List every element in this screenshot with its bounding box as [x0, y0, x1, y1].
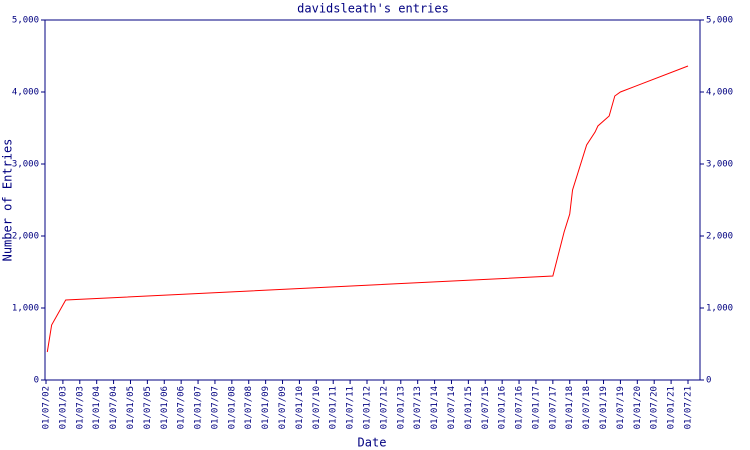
x-tick-label: 01/07/04 — [109, 386, 119, 429]
x-tick-label: 01/07/11 — [346, 386, 356, 429]
x-tick-label: 01/01/14 — [430, 386, 440, 429]
x-tick-label: 01/01/03 — [58, 386, 68, 429]
y-tick-label: 0 — [34, 376, 39, 386]
x-tick-label: 01/07/08 — [244, 386, 254, 429]
x-tick-label: 01/01/16 — [498, 386, 508, 429]
x-axis-label: Date — [358, 436, 387, 450]
x-tick-label: 01/01/19 — [599, 386, 609, 429]
x-tick-label: 01/01/18 — [565, 386, 575, 429]
x-tick-label: 01/07/05 — [143, 386, 153, 429]
x-tick-label: 01/01/06 — [160, 386, 170, 429]
x-tick-label: 01/01/04 — [92, 386, 102, 429]
y2-tick-label: 3,000 — [706, 160, 733, 170]
y-tick-label: 3,000 — [12, 160, 39, 170]
chart-title: davidsleath's entries — [297, 2, 449, 16]
y2-tick-label: 4,000 — [706, 88, 733, 98]
x-tick-label: 01/07/09 — [278, 386, 288, 429]
x-tick-label: 01/01/21 — [667, 386, 677, 429]
x-tick-label: 01/01/20 — [633, 386, 643, 429]
x-tick-label: 01/01/11 — [329, 386, 339, 429]
x-tick-label: 01/07/16 — [515, 386, 525, 429]
x-tick-label: 01/07/10 — [312, 386, 322, 429]
x-tick-label: 01/07/07 — [210, 386, 220, 429]
x-tick-label: 01/07/13 — [413, 386, 423, 429]
x-tick-label: 01/07/12 — [379, 386, 389, 429]
x-tick-label: 01/07/06 — [177, 386, 187, 429]
x-tick-label: 01/01/07 — [194, 386, 204, 429]
x-tick-label: 01/07/20 — [650, 386, 660, 429]
x-tick-label: 01/01/09 — [261, 386, 271, 429]
x-tick-label: 01/07/15 — [481, 386, 491, 429]
data-line — [46, 65, 689, 353]
y2-tick-label: 1,000 — [706, 304, 733, 314]
y-tick-label: 1,000 — [12, 304, 39, 314]
y2-tick-label: 5,000 — [706, 16, 733, 26]
y-axis-label: Number of Entries — [1, 139, 15, 262]
x-tick-label: 01/07/03 — [75, 386, 85, 429]
plot-frame — [44, 19, 701, 381]
y-tick-label: 5,000 — [12, 16, 39, 26]
x-tick-label: 01/07/02 — [42, 386, 52, 429]
y-tick-label: 2,000 — [12, 232, 39, 242]
x-tick-label: 01/07/19 — [616, 386, 626, 429]
x-tick-label: 01/01/05 — [126, 386, 136, 429]
x-tick-label: 01/01/10 — [295, 386, 305, 429]
x-tick-label: 01/01/15 — [464, 386, 474, 429]
x-tick-label: 01/07/18 — [582, 386, 592, 429]
y2-tick-label: 2,000 — [706, 232, 733, 242]
x-tick-label: 01/01/12 — [363, 386, 373, 429]
x-tick-label: 01/01/17 — [531, 386, 541, 429]
y2-tick-label: 0 — [706, 376, 711, 386]
x-tick-label: 01/01/08 — [227, 386, 237, 429]
x-tick-label: 01/07/21 — [684, 386, 694, 429]
y-tick-label: 4,000 — [12, 88, 39, 98]
x-tick-label: 01/01/13 — [396, 386, 406, 429]
x-tick-label: 01/07/17 — [548, 386, 558, 429]
x-tick-label: 01/07/14 — [447, 386, 457, 429]
